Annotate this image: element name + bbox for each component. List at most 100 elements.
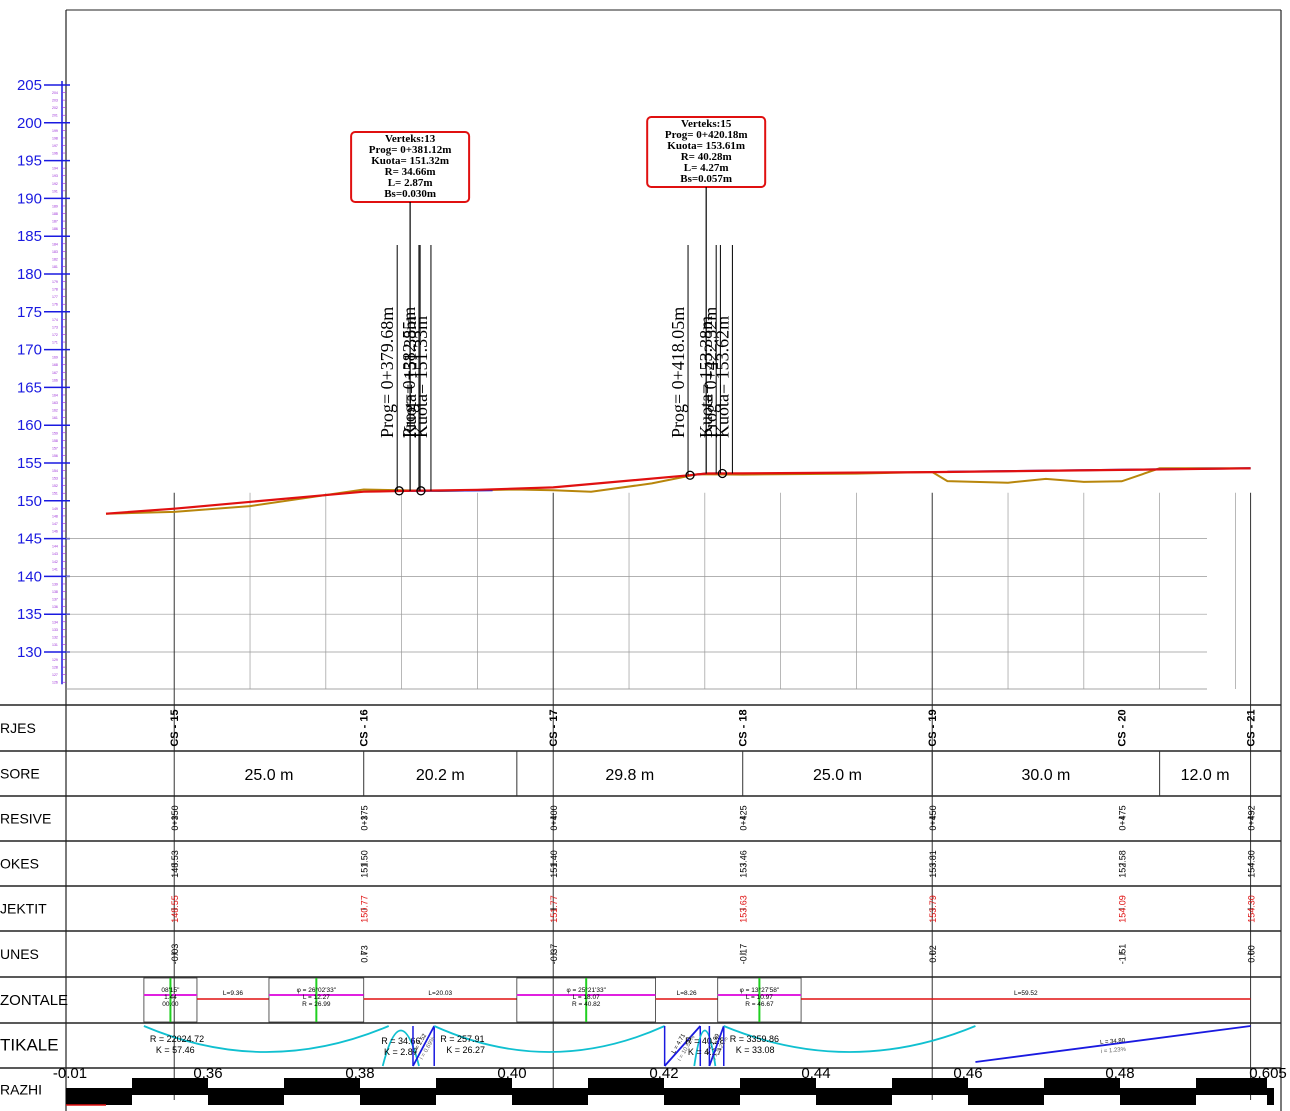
major-tick-label: 175 xyxy=(17,304,42,321)
vertex-marker xyxy=(685,470,695,480)
distance-label: 12.0 m xyxy=(1181,767,1230,784)
minor-tick-label: 138 xyxy=(52,590,58,594)
distance-label: 25.0 m xyxy=(813,767,862,784)
scale-bar-block xyxy=(360,1088,436,1105)
scale-bar-block xyxy=(1044,1078,1120,1095)
horizontal-curve-text: φ = 13°27'58" xyxy=(740,986,780,994)
major-tick-label: 145 xyxy=(17,531,42,548)
minor-tick-label: 126 xyxy=(52,681,58,685)
vertical-curve-text: R = 22024.72 xyxy=(150,1034,204,1044)
minor-tick-label: 129 xyxy=(52,658,58,662)
minor-tick-label: 181 xyxy=(52,265,58,269)
minor-tick-label: 136 xyxy=(52,605,58,609)
minor-tick-label: 132 xyxy=(52,635,58,639)
design-level-label: 154.09 xyxy=(1118,895,1128,923)
scale-bar-block xyxy=(740,1078,816,1095)
minor-tick-label: 176 xyxy=(52,303,58,307)
minor-tick-label: 148 xyxy=(52,514,58,518)
vertical-curve-text: K = 57.46 xyxy=(156,1045,195,1055)
ground-level-label: 151.50 xyxy=(360,850,370,878)
band-label: RJES xyxy=(0,720,36,736)
grade-line xyxy=(412,1025,436,1067)
minor-tick-label: 178 xyxy=(52,288,58,292)
major-tick-label: 165 xyxy=(17,379,42,396)
minor-tick-label: 159 xyxy=(52,431,58,435)
minor-tick-label: 166 xyxy=(52,378,58,382)
band-label: UNES xyxy=(0,946,39,962)
minor-tick-label: 154 xyxy=(52,469,58,473)
vertex-vertical-label: Kuota= 151.33m xyxy=(411,316,431,438)
vertical-curve-text: K = 2.87 xyxy=(384,1047,418,1057)
data-bands: RJES SORE RESIVE OKES JEKTIT UNES ZONTALE TIKAL… xyxy=(0,704,1281,1098)
minor-tick-label: 198 xyxy=(52,136,58,140)
cross-section-label: CS - 19 xyxy=(927,709,939,746)
grade-text: L = 34.80 xyxy=(1100,1038,1126,1046)
major-tick-label: 185 xyxy=(17,228,42,245)
difference-label: 0.00 xyxy=(1247,945,1257,963)
vertical-curve-text: K = 26.27 xyxy=(446,1045,485,1055)
minor-tick-label: 197 xyxy=(52,144,58,148)
scale-bar-block xyxy=(1267,1088,1274,1105)
band-label: OKES xyxy=(0,856,39,872)
major-tick-label: 195 xyxy=(17,153,42,170)
minor-tick-label: 146 xyxy=(52,530,58,534)
horizontal-curve-text: L = 18.07 xyxy=(573,994,600,1001)
band-label: TIKALE xyxy=(0,1036,59,1055)
minor-tick-label: 149 xyxy=(52,507,58,511)
vertical-curve-text: K = 4.27 xyxy=(688,1047,722,1057)
minor-tick-label: 182 xyxy=(52,257,58,261)
minor-tick-label: 173 xyxy=(52,325,58,329)
minor-tick-label: 193 xyxy=(52,174,58,178)
vertex-box-line: R= 40.28m xyxy=(681,151,732,163)
minor-tick-label: 201 xyxy=(52,114,58,118)
minor-tick-label: 167 xyxy=(52,371,58,375)
vertex-vertical-label: Kuota= 151.38m xyxy=(400,316,420,438)
minor-tick-label: 161 xyxy=(52,416,58,420)
vertex-marker xyxy=(717,468,728,479)
scale-label: 0.38 xyxy=(345,1065,374,1082)
scale-bar-block xyxy=(512,1088,588,1105)
scale-bar-block xyxy=(1196,1078,1267,1095)
cross-section-label: CS - 16 xyxy=(359,709,371,746)
minor-tick-label: 191 xyxy=(52,189,58,193)
vertex-marker xyxy=(416,486,426,496)
ground-level-label: 148.53 xyxy=(170,850,180,878)
major-tick-label: 160 xyxy=(17,417,42,434)
design-level-label: 150.77 xyxy=(360,895,370,923)
scale-bar-block xyxy=(816,1088,892,1105)
vertex-box-line: Verteks:15 xyxy=(681,118,732,130)
design-grade-line xyxy=(105,467,1251,515)
vertex-box-line: Verteks:13 xyxy=(385,133,436,145)
minor-tick-label: 144 xyxy=(52,545,58,549)
minor-tick-label: 153 xyxy=(52,477,58,481)
cross-section-label: CS - 21 xyxy=(1246,709,1258,746)
minor-tick-label: 199 xyxy=(52,129,58,133)
band-label: RAZHI xyxy=(0,1082,42,1098)
band-label: JEKTIT xyxy=(0,901,47,917)
vertex-box-line: L= 2.87m xyxy=(388,177,433,189)
design-level-label: 148.55 xyxy=(170,895,180,923)
minor-tick-label: 164 xyxy=(52,393,58,397)
horizontal-curve-text: 00.00 xyxy=(162,1001,179,1008)
vertex-box-line: Kuota= 153.61m xyxy=(667,140,745,152)
major-tick-label: 200 xyxy=(17,115,42,132)
grade-text: i = 1.23% xyxy=(1101,1047,1127,1055)
horizontal-straight-text: L=20.03 xyxy=(428,990,452,997)
scale-bar-block xyxy=(588,1078,664,1095)
minor-tick-label: 172 xyxy=(52,333,58,337)
scale-bar-block xyxy=(66,1088,132,1105)
difference-label: -1.51 xyxy=(1118,944,1128,965)
minor-tick-label: 184 xyxy=(52,242,58,246)
crest-curve xyxy=(381,1029,420,1067)
horizontal-curve-text: L = 12.27 xyxy=(303,994,330,1001)
minor-tick-label: 152 xyxy=(52,484,58,488)
minor-tick-label: 162 xyxy=(52,409,58,413)
minor-tick-label: 196 xyxy=(52,152,58,156)
scale-bar-block xyxy=(208,1088,284,1105)
minor-tick-label: 168 xyxy=(52,363,58,367)
minor-tick-label: 183 xyxy=(52,250,58,254)
chainage-label: 0+350 xyxy=(170,805,180,830)
sag-curve xyxy=(723,1025,976,1053)
vertex-vertical-label: Kuota= 153.62m xyxy=(712,316,732,438)
minor-tick-label: 156 xyxy=(52,454,58,458)
